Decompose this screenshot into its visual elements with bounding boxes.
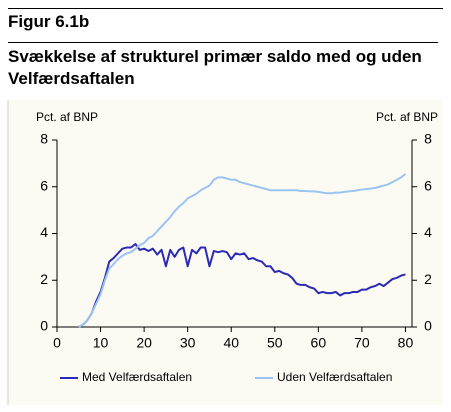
series-line <box>78 173 407 328</box>
y-tick-label: 0 <box>40 318 48 334</box>
x-tick-label: 20 <box>136 335 152 351</box>
y2-tick-label: 6 <box>424 177 432 193</box>
x-tick-label: 10 <box>93 335 109 351</box>
y2-tick-label: 0 <box>424 318 432 334</box>
figure-label: Figur 6.1b <box>8 8 443 42</box>
y-tick-label: 8 <box>40 131 48 147</box>
x-tick-label: 80 <box>398 335 414 351</box>
y2-tick-label: 4 <box>424 224 432 240</box>
y2-tick-label: 8 <box>424 131 432 147</box>
x-tick-label: 50 <box>267 335 283 351</box>
legend-label: Uden Velfærdsaftalen <box>277 370 392 384</box>
y-tick-label: 4 <box>40 224 48 240</box>
y-tick-label: 6 <box>40 177 48 193</box>
y-axis-label: Pct. af BNP <box>36 110 98 124</box>
y2-tick-label: 2 <box>424 271 432 287</box>
y-tick-label: 2 <box>40 271 48 287</box>
y2-axis-label: Pct. af BNP <box>376 110 438 124</box>
x-tick-label: 70 <box>354 335 370 351</box>
legend-label: Med Velfærdsaftalen <box>82 370 192 384</box>
x-tick-label: 60 <box>311 335 327 351</box>
chart-title: Svækkelse af strukturel primær saldo med… <box>8 42 438 90</box>
x-tick-label: 30 <box>180 335 196 351</box>
series-line <box>78 243 406 328</box>
x-tick-label: 40 <box>223 335 239 351</box>
x-tick-label: 0 <box>53 335 61 351</box>
